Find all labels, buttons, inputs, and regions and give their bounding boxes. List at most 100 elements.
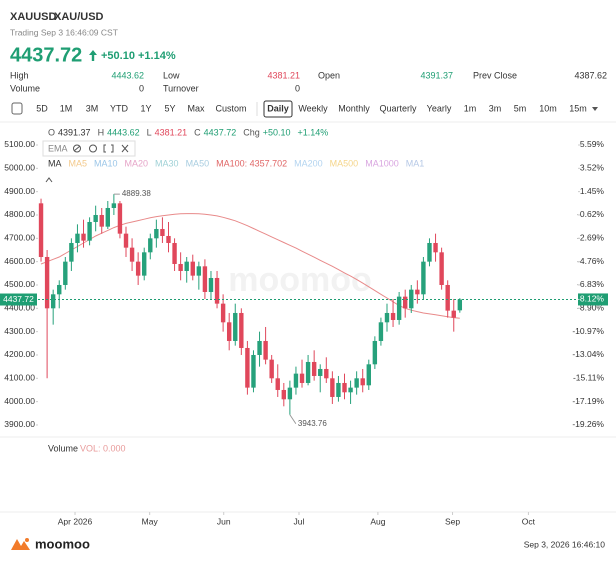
brand: moomoo [35,536,90,551]
candle-body [299,373,305,383]
selected-period [263,100,293,118]
candle-body [75,233,80,243]
range-button[interactable]: 1M [60,103,73,113]
last-pct-label: -8.12% [577,294,604,304]
stat-value: 0 [139,83,144,93]
candle-body [50,294,56,309]
up-arrow [89,50,97,61]
ma-legend-item[interactable]: MA1 [406,158,425,168]
candle-body [275,378,280,390]
candle-body [415,289,420,295]
period-button[interactable]: 10m [539,103,557,113]
candle-body [87,221,92,241]
candle-body [396,296,402,320]
y-tick-label: 4600.00 [4,256,35,266]
ma-legend-item[interactable]: MA50 [186,158,210,168]
period-button[interactable]: Weekly [298,103,328,113]
period-button[interactable]: Yearly [427,103,452,113]
period-button[interactable]: 15m [569,103,587,113]
candle-body [178,263,183,271]
indicator-icons[interactable] [73,144,129,153]
candle-body [233,312,238,341]
candle-body [135,261,141,276]
candle-body [330,378,335,397]
candle-body [281,389,287,400]
candle-body [421,261,426,295]
range-button[interactable]: 5Y [164,103,175,113]
candle-body [184,261,189,271]
range-button[interactable]: Custom [215,103,246,113]
period-button[interactable]: Quarterly [379,103,417,113]
candle-body [360,378,365,386]
candle-body [190,261,195,276]
ohlc-value: 4391.37 [58,127,91,137]
candle-body [154,228,159,239]
candle-body [166,235,171,243]
period-button[interactable]: 3m [489,103,502,113]
period-button[interactable]: 5m [514,103,527,113]
ma-legend-item[interactable]: MA100: 4357.702 [216,158,287,168]
ohlc-value: 4381.21 [155,127,188,137]
y-tick-label: 4000.00 [4,396,35,406]
candle-body [336,382,341,397]
candle-body [372,340,378,365]
ma-legend-item[interactable]: MA [48,158,62,168]
range-button[interactable]: 3M [86,103,99,113]
period-button[interactable]: Daily [267,103,289,113]
ma-legend-item[interactable]: MA500 [330,158,359,168]
x-tick-label: Jul [294,516,305,526]
volume-title: Volume [48,443,78,453]
candle-body [409,289,414,309]
annotation: 3943.76 [298,419,327,428]
y2-tick-label: -10.97% [572,326,604,336]
stat-value: 4387.62 [574,70,607,80]
period-button[interactable]: 1m [464,103,477,113]
ma-legend-item[interactable]: MA10 [94,158,118,168]
x-tick-label: Jun [217,516,231,526]
candle-body [354,378,359,388]
period-button[interactable]: Monthly [338,103,370,113]
candle-body [214,277,220,304]
y2-tick-label: 5.59% [580,139,605,149]
indicator: EMA [48,143,68,153]
y2-tick-label: -0.62% [577,209,604,219]
candle-body [257,340,262,355]
candle-body [318,368,323,376]
stat-value: 0 [295,83,300,93]
ma-legend-item[interactable]: MA5 [69,158,88,168]
candle-body [117,203,123,234]
candle-body [457,299,463,311]
ma-legend-item[interactable]: MA1000 [365,158,399,168]
collapse-icon[interactable] [45,177,53,183]
candle-body [226,322,232,341]
ohlc-label: O [48,127,55,137]
candle-body [160,228,165,236]
last-price-tag [0,293,37,306]
candle-body [148,238,153,253]
y-tick-label: 4500.00 [4,279,35,289]
stat-label: Low [163,70,180,80]
candle-body [311,361,317,376]
range-button[interactable]: 5D [36,103,48,113]
stat-value: 4443.62 [111,70,144,80]
range-button[interactable]: Max [187,103,205,113]
x-tick-label: Apr 2026 [58,516,93,526]
ma-legend-item[interactable]: MA200 [294,158,323,168]
candle-body [384,312,390,323]
dropdown-icon[interactable] [592,107,598,111]
x-tick-label: Aug [370,516,385,526]
candle-body [129,247,135,262]
candle-body [99,214,104,227]
candle-body [287,387,293,400]
ma-legend-item[interactable]: MA30 [155,158,179,168]
range-button[interactable]: 1Y [140,103,151,113]
candle-body [69,242,74,262]
ma-legend-item[interactable]: MA20 [125,158,149,168]
calendar-icon[interactable] [11,102,23,115]
price: 4437.72 [10,44,82,66]
range-button[interactable]: YTD [110,103,129,113]
y-tick-label: 5100.00 [4,139,35,149]
stat-value: 4381.21 [267,70,300,80]
x-tick-label: May [142,516,159,526]
